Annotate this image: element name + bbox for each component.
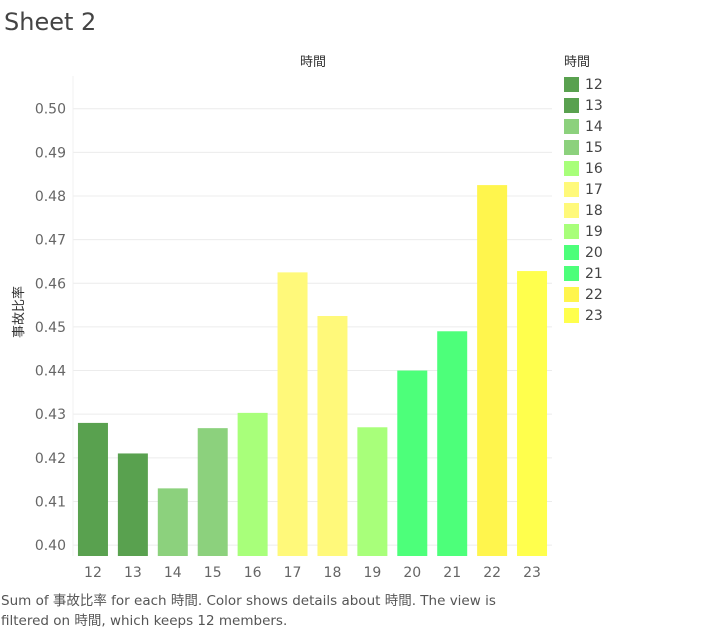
legend-label: 22 bbox=[585, 286, 603, 303]
legend-items: 12 13 14 15 16 17 18 19 20 21 22 23 bbox=[564, 74, 694, 326]
legend-swatch bbox=[564, 203, 579, 218]
y-tick-label: 0.47 bbox=[35, 233, 66, 249]
legend-label: 14 bbox=[585, 118, 603, 135]
y-tick-label: 0.45 bbox=[35, 320, 66, 336]
legend-item-22[interactable]: 22 bbox=[564, 284, 694, 305]
x-axis-ticks: 12 13 14 15 16 17 18 19 20 21 22 23 bbox=[84, 565, 541, 581]
legend-label: 19 bbox=[585, 223, 603, 240]
legend-label: 16 bbox=[585, 160, 603, 177]
bar-14[interactable] bbox=[157, 488, 188, 556]
y-tick-label: 0.41 bbox=[35, 494, 66, 510]
legend-item-17[interactable]: 17 bbox=[564, 179, 694, 200]
legend-swatch bbox=[564, 266, 579, 281]
legend-label: 21 bbox=[585, 265, 603, 282]
bar-16[interactable] bbox=[237, 412, 268, 556]
x-tick-label: 17 bbox=[284, 565, 302, 581]
legend-item-12[interactable]: 12 bbox=[564, 74, 694, 95]
y-tick-label: 0.42 bbox=[35, 451, 66, 467]
x-axis-title: 時間 bbox=[300, 55, 326, 70]
view-caption: Sum of 事故比率 for each 時間. Color shows det… bbox=[1, 593, 496, 629]
y-tick-label: 0.43 bbox=[35, 407, 66, 423]
legend-label: 13 bbox=[585, 97, 603, 114]
bar-15[interactable] bbox=[197, 428, 228, 556]
legend-item-14[interactable]: 14 bbox=[564, 116, 694, 137]
bar-23[interactable] bbox=[517, 271, 548, 556]
y-tick-label: 0.46 bbox=[35, 276, 66, 292]
bar-13[interactable] bbox=[117, 453, 148, 556]
x-tick-label: 15 bbox=[204, 565, 222, 581]
bar-22[interactable] bbox=[477, 185, 508, 556]
y-axis-title: 事故比率 bbox=[11, 286, 27, 338]
x-tick-label: 14 bbox=[164, 565, 182, 581]
x-tick-label: 12 bbox=[84, 565, 102, 581]
legend-title: 時間 bbox=[564, 55, 591, 70]
legend-item-19[interactable]: 19 bbox=[564, 221, 694, 242]
legend-label: 17 bbox=[585, 181, 603, 198]
legend-item-18[interactable]: 18 bbox=[564, 200, 694, 221]
y-tick-label: 0.40 bbox=[35, 538, 66, 554]
legend-item-20[interactable]: 20 bbox=[564, 242, 694, 263]
legend-swatch bbox=[564, 182, 579, 197]
legend-swatch bbox=[564, 140, 579, 155]
y-tick-label: 0.50 bbox=[35, 102, 66, 118]
x-tick-label: 21 bbox=[443, 565, 461, 581]
y-tick-label: 0.49 bbox=[35, 145, 66, 161]
legend-item-16[interactable]: 16 bbox=[564, 158, 694, 179]
color-legend: 時間 12 13 14 15 16 17 18 19 20 21 22 23 bbox=[564, 54, 694, 326]
legend-label: 20 bbox=[585, 244, 603, 261]
bar-12[interactable] bbox=[77, 422, 108, 556]
legend-swatch bbox=[564, 119, 579, 134]
x-tick-label: 16 bbox=[244, 565, 262, 581]
x-tick-label: 13 bbox=[124, 565, 142, 581]
legend-label: 12 bbox=[585, 76, 603, 93]
bar-chart: 0.40 0.41 0.42 0.43 0.44 0.45 0.46 0.47 0.48 0.49… bbox=[11, 55, 552, 581]
bar-20[interactable] bbox=[397, 370, 428, 556]
x-tick-label: 18 bbox=[324, 565, 342, 581]
y-tick-label: 0.48 bbox=[35, 189, 66, 205]
legend-label: 15 bbox=[585, 139, 603, 156]
sheet-title: Sheet 2 bbox=[4, 8, 97, 36]
bar-21[interactable] bbox=[437, 331, 468, 556]
bar-19[interactable] bbox=[357, 427, 388, 556]
legend-swatch bbox=[564, 245, 579, 260]
legend-swatch bbox=[564, 224, 579, 239]
bars bbox=[77, 185, 548, 556]
legend-swatch bbox=[564, 77, 579, 92]
x-tick-label: 22 bbox=[483, 565, 501, 581]
legend-swatch bbox=[564, 161, 579, 176]
legend-item-13[interactable]: 13 bbox=[564, 95, 694, 116]
legend-swatch bbox=[564, 98, 579, 113]
legend-label: 18 bbox=[585, 202, 603, 219]
y-axis-ticks: 0.40 0.41 0.42 0.43 0.44 0.45 0.46 0.47 0.48 0.49… bbox=[35, 102, 66, 554]
legend-item-23[interactable]: 23 bbox=[564, 305, 694, 326]
legend-label: 23 bbox=[585, 307, 603, 324]
x-tick-label: 23 bbox=[523, 565, 541, 581]
bar-17[interactable] bbox=[277, 272, 308, 556]
legend-swatch bbox=[564, 308, 579, 323]
legend-swatch bbox=[564, 287, 579, 302]
bar-18[interactable] bbox=[317, 316, 348, 556]
legend-item-15[interactable]: 15 bbox=[564, 137, 694, 158]
legend-item-21[interactable]: 21 bbox=[564, 263, 694, 284]
gridlines bbox=[72, 76, 552, 556]
y-tick-label: 0.44 bbox=[35, 364, 66, 380]
x-tick-label: 19 bbox=[363, 565, 381, 581]
x-tick-label: 20 bbox=[403, 565, 421, 581]
